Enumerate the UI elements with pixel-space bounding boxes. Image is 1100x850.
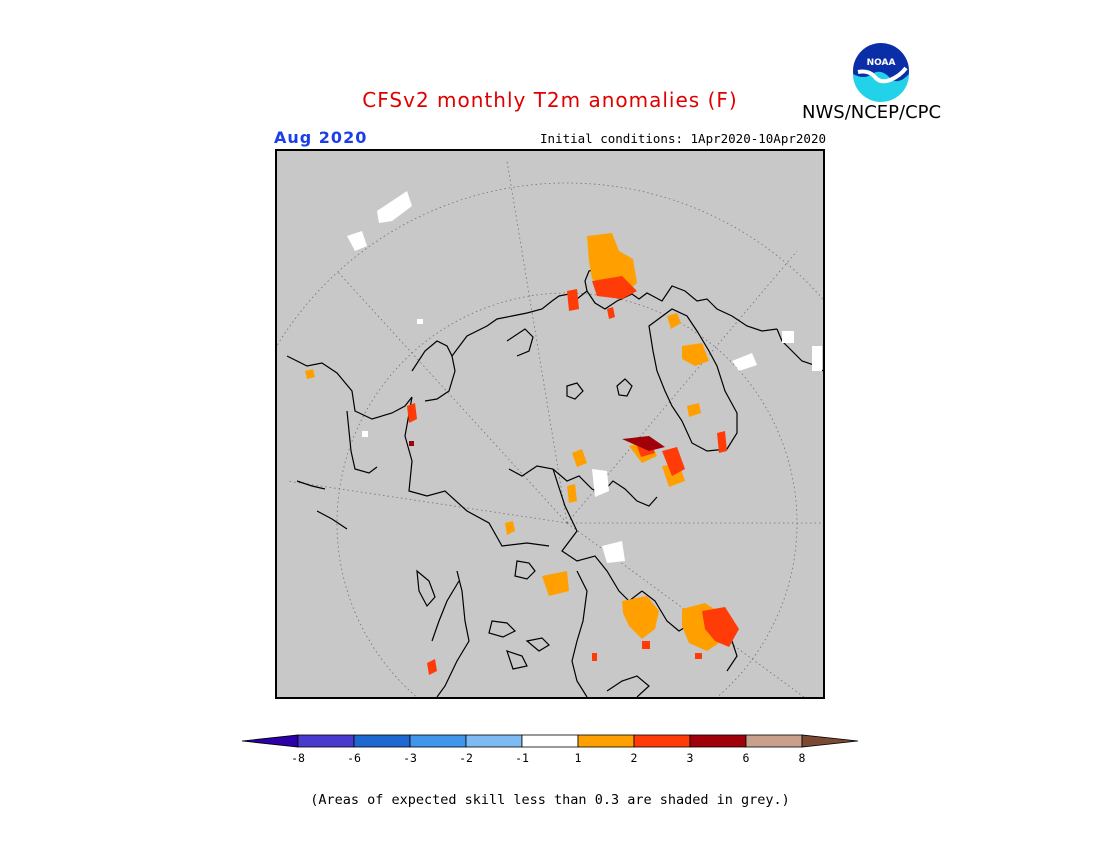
- colorbar-bin-10: [801, 734, 859, 748]
- noaa-logo-text: NOAA: [867, 58, 896, 68]
- colorbar-bin-9: [745, 734, 803, 748]
- colorbar-bin-6: [577, 734, 635, 748]
- footnote: (Areas of expected skill less than 0.3 a…: [310, 792, 790, 808]
- colorbar-tick-label: 3: [687, 751, 694, 765]
- initial-conditions: Initial conditions: 1Apr2020-10Apr2020: [540, 131, 826, 146]
- colorbar-tick-label: -2: [459, 751, 473, 765]
- colorbar-tick-label: -3: [403, 751, 417, 765]
- colorbar-bin-0: [241, 734, 299, 748]
- colorbar-tick-label: 8: [799, 751, 806, 765]
- colorbar-bin-3: [409, 734, 467, 748]
- colorbar-tick-label: -6: [347, 751, 361, 765]
- colorbar-bin-5: [521, 734, 579, 748]
- colorbar-bin-4: [465, 734, 523, 748]
- colorbar-tick-label: 2: [631, 751, 638, 765]
- colorbar-bin-8: [689, 734, 747, 748]
- anomaly-shading: [305, 191, 822, 675]
- colorbar-tick-label: 6: [743, 751, 750, 765]
- coastlines: [286, 268, 823, 697]
- colorbar-bin-1: [297, 734, 355, 748]
- agency-label: NWS/NCEP/CPC: [802, 102, 942, 123]
- colorbar-tick-label: -1: [515, 751, 529, 765]
- colorbar: -8 -6 -3 -2 -1 1 2 3 6 8: [241, 734, 859, 765]
- noaa-logo-icon: NOAA: [851, 41, 911, 102]
- colorbar-bin-7: [633, 734, 691, 748]
- polar-map: [275, 149, 825, 699]
- colorbar-bin-2: [353, 734, 411, 748]
- chart-title: CFSv2 monthly T2m anomalies (F): [362, 88, 738, 112]
- colorbar-tick-label: -8: [291, 751, 305, 765]
- forecast-month: Aug 2020: [274, 128, 368, 147]
- colorbar-tick-label: 1: [575, 751, 582, 765]
